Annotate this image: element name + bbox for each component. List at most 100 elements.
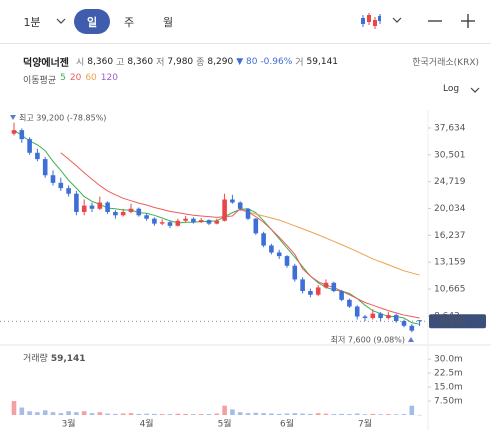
zoom-out[interactable] <box>427 13 443 29</box>
volume-bar <box>191 414 196 415</box>
label: 종 <box>196 58 205 68</box>
candle-body <box>206 220 212 224</box>
chart-type-icon[interactable] <box>360 11 382 31</box>
min-marker <box>408 337 414 342</box>
chevron[interactable] <box>56 18 66 26</box>
candle-body <box>58 182 64 189</box>
ma-line <box>60 152 420 319</box>
volume-bar <box>386 414 391 415</box>
volume-bar <box>89 413 95 415</box>
candle-body <box>159 222 165 224</box>
ma-legend-item: 120 <box>100 73 118 83</box>
candle-body <box>253 218 259 234</box>
zoom-in[interactable] <box>460 13 476 29</box>
candle-body <box>167 222 173 226</box>
volume-bar <box>167 414 173 415</box>
candle-body <box>354 306 360 317</box>
volume-bar <box>409 405 415 415</box>
y-tick-label: 7.50m <box>434 397 463 407</box>
volume-bar <box>253 412 259 415</box>
volume-bar <box>393 414 399 415</box>
volume-bar <box>378 414 383 415</box>
ma-line <box>240 209 420 276</box>
volume-bar <box>11 401 17 415</box>
volume-bar <box>206 414 212 415</box>
value: 7,980 <box>167 56 194 67</box>
y-tick-label: 20,034 <box>434 204 466 214</box>
min-label: 최저 7,600 (9.08%) <box>331 335 405 345</box>
x-tick-label: 3월 <box>62 418 76 430</box>
interval[interactable]: 1분 <box>23 16 41 29</box>
candle-body <box>89 205 95 209</box>
volume-bar <box>35 412 40 415</box>
candle-body <box>183 218 188 221</box>
volume-bar <box>27 411 32 415</box>
volume-bar <box>308 413 313 415</box>
candle-body <box>105 202 110 212</box>
candle-body <box>136 208 142 216</box>
interval[interactable]: 주 <box>123 16 135 29</box>
label: 저 <box>156 58 165 68</box>
volume-bar <box>347 414 352 415</box>
volume-bar <box>323 413 329 415</box>
candle-body <box>347 299 352 307</box>
volume-bar <box>42 410 48 415</box>
volume-bar <box>269 413 274 415</box>
candle-body <box>409 325 415 331</box>
chevron[interactable] <box>392 17 402 25</box>
scale-button[interactable]: Log <box>443 84 460 94</box>
volume-bar <box>370 413 376 415</box>
volume-bar <box>230 409 235 415</box>
ma-legend-item: 5 <box>60 73 66 83</box>
interval[interactable]: 일 <box>86 16 98 29</box>
label: 거 <box>295 58 304 68</box>
candle-body <box>128 208 134 212</box>
value: 8,360 <box>87 56 114 67</box>
candle-body <box>230 199 235 203</box>
candle-body <box>362 316 368 319</box>
volume-bar <box>198 414 204 415</box>
volume-bar <box>222 405 227 415</box>
candle-body <box>284 256 290 266</box>
candle-body <box>269 245 274 253</box>
candle-body <box>386 315 391 319</box>
candle-body <box>323 282 329 288</box>
label: 고 <box>116 58 125 68</box>
candle-body <box>74 193 79 212</box>
change-pct: -0.96% <box>260 56 293 67</box>
volume-bar <box>105 413 110 415</box>
y-tick-label: 13,159 <box>434 258 466 268</box>
volume-bar <box>284 413 290 415</box>
volume-bar <box>136 413 142 415</box>
volume-bar <box>354 413 360 415</box>
volume-bar <box>113 413 118 415</box>
ma-label: 이동평균 <box>23 76 57 86</box>
value: 8,290 <box>207 56 234 67</box>
chevron[interactable] <box>470 87 480 95</box>
candle-body <box>237 202 243 209</box>
selected-pill <box>74 9 110 34</box>
x-tick-label: 7월 <box>358 418 372 430</box>
candle-body <box>152 218 157 224</box>
volume-bar <box>276 413 282 415</box>
y-tick-label: 22.5m <box>434 369 463 379</box>
volume-bar <box>74 412 79 415</box>
x-tick-label: 6월 <box>280 418 294 430</box>
candle-body <box>50 175 56 183</box>
candle-body <box>245 208 251 219</box>
volume-bar <box>315 413 321 415</box>
volume-bar <box>144 413 149 415</box>
candle-body <box>315 287 321 295</box>
interval[interactable]: 월 <box>162 16 174 29</box>
change: ▼ 80 <box>236 56 258 67</box>
candle-body <box>339 291 344 300</box>
candle-body <box>198 220 204 223</box>
volume-bar <box>300 413 305 415</box>
max-marker <box>10 115 16 120</box>
last-price-label: 8,290 <box>440 317 466 327</box>
volume-bar <box>417 414 422 416</box>
candle-body <box>370 313 376 319</box>
candle-body <box>191 218 196 223</box>
candle-body <box>378 313 383 319</box>
y-tick-label: 10,665 <box>434 285 466 295</box>
